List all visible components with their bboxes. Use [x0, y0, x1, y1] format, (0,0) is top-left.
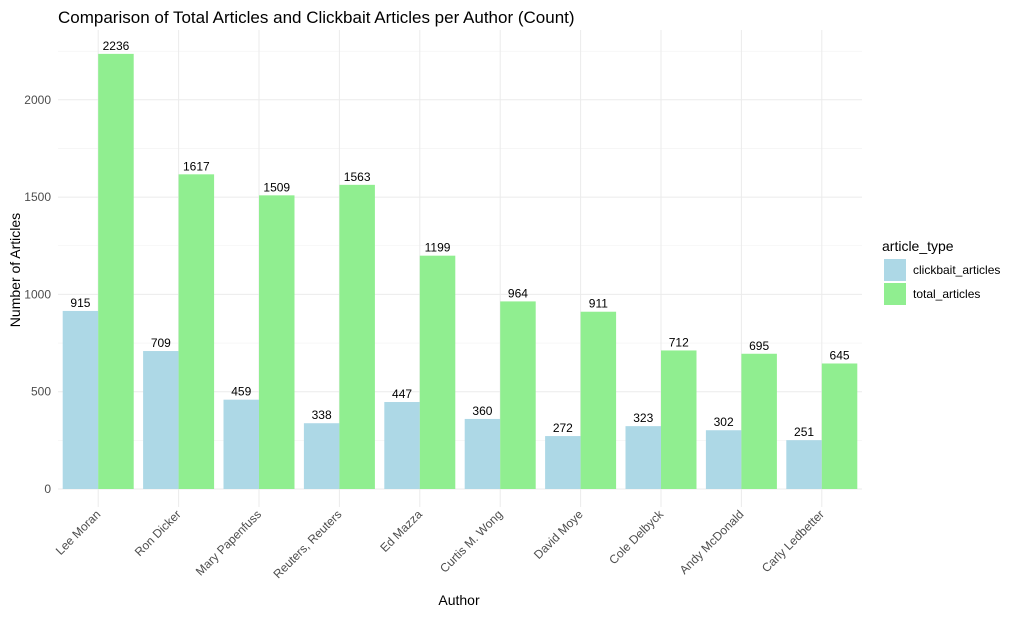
- data-labels: 915 2236 709 1617 459 1509 338 1563 447 1199 360 96…: [70, 39, 849, 439]
- x-tick-label: Carly Ledbetter: [759, 507, 827, 575]
- bar-total-articles-andy-mcdonald: [741, 353, 777, 489]
- x-tick-label: David Moye: [531, 507, 586, 562]
- y-tick-label: 1500: [24, 190, 51, 204]
- x-tick-label: Mary Papenfuss: [193, 507, 264, 578]
- y-tick-label: 0: [44, 482, 51, 496]
- data-label-clickbait-articles: 272: [553, 421, 573, 435]
- x-axis-title: Author: [438, 592, 480, 608]
- bar-clickbait-articles-ron-dicker: [143, 351, 179, 489]
- x-tick-label: Ron Dicker: [132, 507, 184, 559]
- data-label-total-articles: 1509: [263, 180, 290, 194]
- data-label-total-articles: 911: [589, 297, 608, 311]
- bar-total-articles-reuters-reuters: [339, 184, 375, 489]
- x-tick-label: Lee Moran: [53, 507, 103, 557]
- y-axis-title: Number of Articles: [7, 213, 23, 327]
- legend-key-total-articles: [884, 283, 906, 305]
- data-label-clickbait-articles: 302: [714, 415, 734, 429]
- legend-key-clickbait-articles: [884, 259, 906, 281]
- x-tick-label: Ed Mazza: [377, 507, 425, 555]
- x-tick-label: Curtis M. Wong: [437, 507, 505, 575]
- y-tick-label: 500: [31, 385, 51, 399]
- bars: [62, 53, 858, 490]
- data-label-total-articles: 645: [830, 348, 850, 362]
- bar-clickbait-articles-curtis-m-wong: [464, 418, 501, 489]
- x-axis: Lee Moran Ron Dicker Mary Papenfuss Reuters…: [53, 507, 827, 582]
- bar-total-articles-ed-mazza: [419, 255, 456, 489]
- data-label-total-articles: 2236: [103, 39, 130, 53]
- bar-clickbait-articles-carly-ledbetter: [786, 440, 822, 489]
- data-label-total-articles: 1563: [344, 170, 371, 184]
- bar-total-articles-cole-delbyck: [661, 350, 697, 489]
- bar-total-articles-ron-dicker: [178, 174, 215, 490]
- chart-title: Comparison of Total Articles and Clickba…: [58, 8, 575, 27]
- y-axis: 0 500 1000 1500 2000: [24, 93, 51, 496]
- data-label-clickbait-articles: 915: [70, 296, 90, 310]
- data-label-total-articles: 964: [508, 286, 528, 300]
- bar-clickbait-articles-mary-papenfuss: [223, 399, 259, 489]
- legend-label-clickbait-articles: clickbait_articles: [913, 263, 1000, 277]
- legend: article_type clickbait_articles total_art…: [882, 238, 1000, 305]
- bar-total-articles-david-moye: [580, 311, 617, 489]
- bar-clickbait-articles-reuters-reuters: [303, 423, 340, 489]
- data-label-total-articles: 1199: [425, 241, 451, 255]
- data-label-clickbait-articles: 459: [231, 385, 251, 399]
- data-label-clickbait-articles: 251: [794, 425, 814, 439]
- x-tick-label: Reuters, Reuters: [270, 507, 344, 581]
- bar-total-articles-curtis-m-wong: [500, 301, 536, 489]
- bar-clickbait-articles-cole-delbyck: [625, 426, 661, 489]
- bar-total-articles-mary-papenfuss: [259, 195, 295, 489]
- data-label-total-articles: 712: [669, 335, 689, 349]
- bar-clickbait-articles-david-moye: [545, 436, 581, 489]
- x-tick-label: Andy McDonald: [677, 507, 747, 577]
- bar-clickbait-articles-lee-moran: [62, 310, 99, 489]
- bar-clickbait-articles-ed-mazza: [384, 402, 420, 489]
- legend-label-total-articles: total_articles: [913, 287, 980, 301]
- bar-clickbait-articles-andy-mcdonald: [705, 430, 742, 489]
- data-label-clickbait-articles: 709: [151, 336, 171, 350]
- bar-total-articles-lee-moran: [98, 53, 134, 490]
- bar-total-articles-carly-ledbetter: [821, 363, 858, 489]
- y-tick-label: 2000: [24, 93, 51, 107]
- x-tick-label: Cole Delbyck: [606, 507, 667, 568]
- data-label-clickbait-articles: 323: [633, 411, 653, 425]
- data-label-total-articles: 1617: [183, 159, 210, 173]
- data-label-clickbait-articles: 447: [392, 387, 412, 401]
- y-tick-label: 1000: [24, 287, 51, 301]
- legend-title: article_type: [882, 238, 954, 254]
- data-label-clickbait-articles: 338: [312, 408, 332, 422]
- data-label-clickbait-articles: 360: [472, 404, 492, 418]
- data-label-total-articles: 695: [749, 339, 769, 353]
